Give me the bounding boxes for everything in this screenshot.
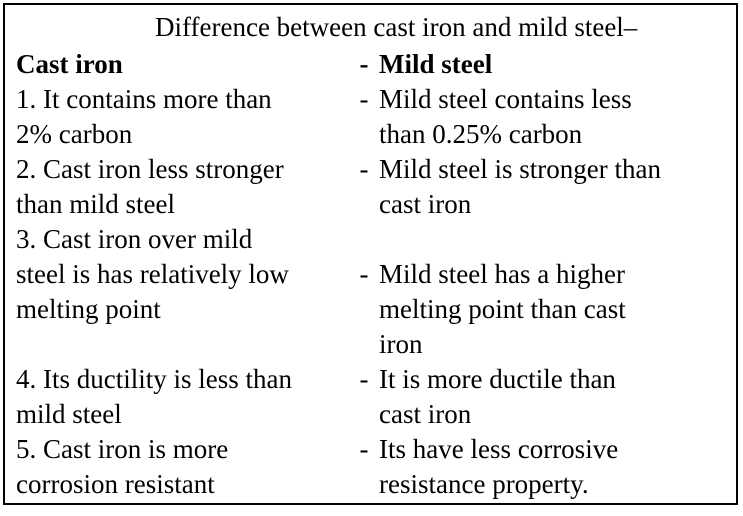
row-separator: - xyxy=(359,84,369,114)
mild-steel-point: Mild steel is stronger than cast iron xyxy=(379,154,661,219)
comparison-table: Cast iron - Mild steel 1. It contains mo… xyxy=(16,47,734,502)
mild-steel-point: Mild steel has a higher melting point th… xyxy=(379,259,626,359)
comparison-row: 5. Cast iron is more corrosion resistant… xyxy=(16,432,734,502)
comparison-row: 3. Cast iron over mild steel is has rela… xyxy=(16,222,734,362)
comparison-box: Difference between cast iron and mild st… xyxy=(3,3,738,505)
mild-steel-point: Mild steel contains less than 0.25% carb… xyxy=(379,84,632,149)
cast-iron-point: 1. It contains more than 2% carbon xyxy=(16,84,272,149)
header-separator: - xyxy=(359,49,369,79)
header-row: Cast iron - Mild steel xyxy=(16,47,734,82)
row-separator: - xyxy=(359,364,369,394)
comparison-row: 2. Cast iron less stronger than mild ste… xyxy=(16,152,734,222)
mild-steel-point: It is more ductile than cast iron xyxy=(379,364,616,429)
document-title: Difference between cast iron and mild st… xyxy=(155,12,638,42)
row-separator-mark: - xyxy=(359,259,369,289)
row-separator: - xyxy=(349,222,379,292)
mild-steel-point: Its have less corrosive resistance prope… xyxy=(379,434,619,499)
cast-iron-point: 4. Its ductility is less than mild steel xyxy=(16,364,292,429)
header-cast-iron: Cast iron xyxy=(16,49,123,79)
comparison-row: 4. Its ductility is less than mild steel… xyxy=(16,362,734,432)
header-mild-steel: Mild steel xyxy=(379,49,493,79)
comparison-row: 1. It contains more than 2% carbon - Mil… xyxy=(16,82,734,152)
row-separator: - xyxy=(359,434,369,464)
cast-iron-point: 5. Cast iron is more corrosion resistant xyxy=(16,434,229,499)
cast-iron-point: 3. Cast iron over mild steel is has rela… xyxy=(16,224,289,324)
row-separator: - xyxy=(359,154,369,184)
cast-iron-point: 2. Cast iron less stronger than mild ste… xyxy=(16,154,284,219)
